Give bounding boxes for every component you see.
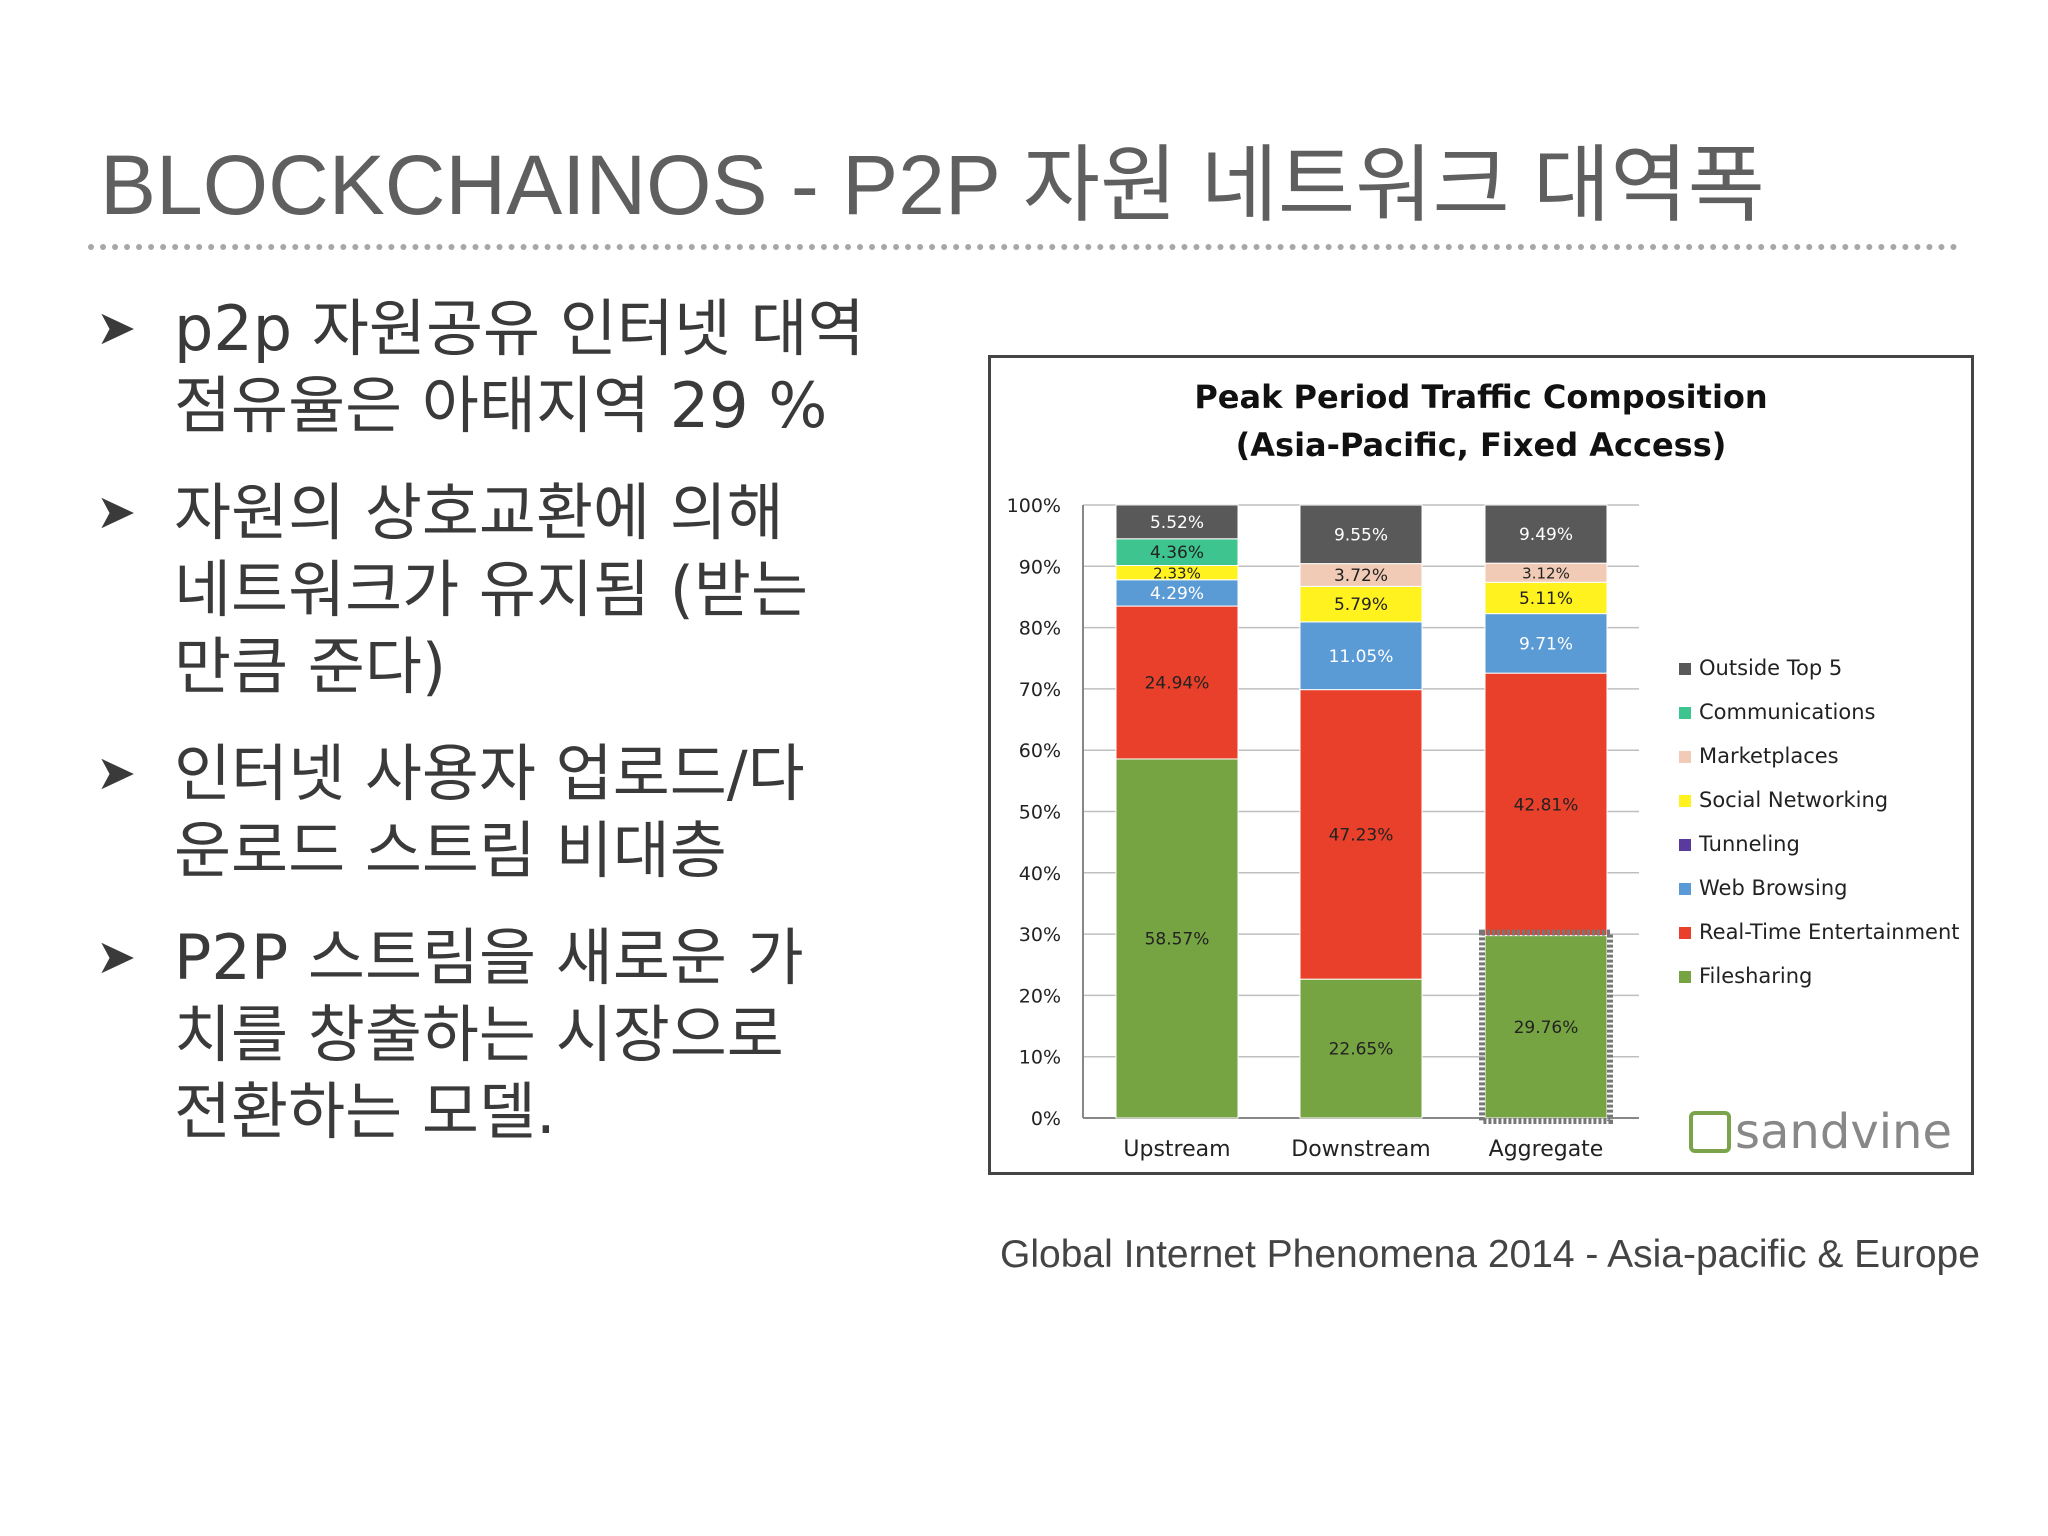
- legend-swatch: [1679, 795, 1691, 807]
- data-label: 3.72%: [1334, 566, 1388, 586]
- bullet-line: p2p 자원공유 인터넷 대역: [174, 292, 865, 365]
- data-label: 9.71%: [1519, 634, 1573, 654]
- legend-swatch: [1679, 663, 1691, 675]
- y-tick-label: 0%: [1031, 1108, 1061, 1130]
- arrow-bullet-icon: ➤: [96, 300, 137, 356]
- legend-swatch: [1679, 927, 1691, 939]
- bar-segment: [1299, 585, 1423, 623]
- bullet-line: 운로드 스트림 비대층: [174, 814, 727, 887]
- legend-label: Communications: [1699, 700, 1875, 724]
- chart-title: Peak Period Traffic Composition: [1194, 378, 1767, 416]
- data-label: 4.36%: [1150, 543, 1204, 563]
- legend-swatch: [1679, 751, 1691, 763]
- traffic-composition-chart: Peak Period Traffic Composition (Asia-Pac…: [1007, 378, 1960, 1162]
- y-tick-label: 40%: [1019, 863, 1061, 885]
- slide-title: BLOCKCHAINOS - P2P 자원 네트워크 대역폭: [100, 138, 1765, 232]
- y-tick-label: 90%: [1019, 556, 1061, 578]
- data-label: 9.55%: [1334, 525, 1388, 545]
- title-divider: [88, 244, 1958, 250]
- bullet-line: 자원의 상호교환에 의해: [174, 476, 784, 549]
- legend-label: Social Networking: [1699, 788, 1888, 812]
- y-tick-label: 100%: [1007, 495, 1061, 517]
- bar-segment: [1484, 504, 1608, 564]
- y-tick-label: 60%: [1019, 740, 1061, 762]
- bar-segment: [1484, 935, 1608, 1119]
- x-tick-label: Upstream: [1123, 1137, 1230, 1162]
- data-label: 42.81%: [1514, 795, 1579, 815]
- legend-swatch: [1679, 883, 1691, 895]
- bullet-line: 치를 창출하는 시장으로: [174, 998, 784, 1071]
- arrow-bullet-icon: ➤: [96, 745, 137, 801]
- bar-segment: [1484, 672, 1608, 937]
- data-label: 24.94%: [1145, 674, 1210, 694]
- bar-segment: [1299, 504, 1423, 565]
- arrow-bullet-icon: ➤: [96, 929, 137, 985]
- data-label: 11.05%: [1329, 647, 1394, 667]
- bar-segment: [1299, 978, 1423, 1119]
- chart-subtitle: (Asia-Pacific, Fixed Access): [1236, 426, 1727, 464]
- highlight-box: [1479, 929, 1613, 1125]
- bullet-line: 만큼 준다): [174, 630, 447, 703]
- bullet-item: ➤ P2P 스트림을 새로운 가 치를 창출하는 시장으로 전환하는 모델.: [96, 919, 956, 1150]
- y-tick-label: 20%: [1019, 985, 1061, 1007]
- data-label: 5.11%: [1519, 589, 1573, 609]
- legend-label: Tunneling: [1698, 832, 1800, 856]
- legend-swatch: [1679, 971, 1691, 983]
- x-tick-label: Downstream: [1291, 1137, 1430, 1162]
- y-tick-label: 70%: [1019, 679, 1061, 701]
- data-label: 9.49%: [1519, 525, 1573, 545]
- legend-label: Web Browsing: [1699, 876, 1847, 900]
- bullet-line: P2P 스트림을 새로운 가: [174, 921, 804, 994]
- chart-source-caption: Global Internet Phenomena 2014 - Asia-pa…: [1000, 1233, 1980, 1276]
- legend-swatch: [1679, 707, 1691, 719]
- legend-label: Outside Top 5: [1699, 656, 1842, 680]
- data-label: 3.12%: [1522, 565, 1570, 583]
- data-label: 22.65%: [1329, 1040, 1394, 1060]
- legend-label: Real-Time Entertainment: [1699, 920, 1960, 944]
- bar-segment: [1299, 621, 1423, 691]
- y-tick-label: 80%: [1019, 618, 1061, 640]
- x-tick-label: Aggregate: [1489, 1137, 1604, 1162]
- bullet-item: ➤ 인터넷 사용자 업로드/다 운로드 스트림 비대층: [96, 735, 956, 889]
- legend-swatch: [1679, 839, 1691, 851]
- bullet-list: ➤ p2p 자원공유 인터넷 대역 점유율은 아태지역 29 % ➤ 자원의 상…: [96, 290, 956, 1180]
- bullet-item: ➤ 자원의 상호교환에 의해 네트워크가 유지됨 (받는 만큼 준다): [96, 474, 956, 705]
- y-tick-label: 50%: [1019, 802, 1061, 824]
- y-tick-label: 30%: [1019, 924, 1061, 946]
- sandvine-logo-text: sandvine: [1735, 1104, 1952, 1160]
- legend-label: Filesharing: [1699, 964, 1812, 988]
- bullet-item: ➤ p2p 자원공유 인터넷 대역 점유율은 아태지역 29 %: [96, 290, 956, 444]
- data-label: 47.23%: [1329, 825, 1394, 845]
- sandvine-logo-icon: [1689, 1111, 1731, 1153]
- legend-label: Marketplaces: [1699, 744, 1839, 768]
- bar-segment: [1484, 613, 1608, 674]
- bar-segment: [1115, 758, 1239, 1119]
- bar-segment: [1115, 504, 1239, 540]
- data-label: 29.76%: [1514, 1018, 1579, 1038]
- arrow-bullet-icon: ➤: [96, 484, 137, 540]
- chart-frame: Peak Period Traffic Composition (Asia-Pac…: [988, 355, 1974, 1175]
- bullet-line: 네트워크가 유지됨 (받는: [174, 553, 809, 626]
- data-label: 4.29%: [1150, 584, 1204, 604]
- bullet-line: 인터넷 사용자 업로드/다: [174, 737, 805, 810]
- data-label: 2.33%: [1153, 565, 1201, 583]
- bullet-line: 전환하는 모델.: [174, 1075, 556, 1148]
- data-label: 58.57%: [1145, 929, 1210, 949]
- data-label: 5.52%: [1150, 513, 1204, 533]
- y-tick-label: 10%: [1019, 1047, 1061, 1069]
- bar-segment: [1299, 689, 1423, 980]
- bullet-line: 점유율은 아태지역 29 %: [174, 369, 828, 442]
- bar-segment: [1115, 605, 1239, 760]
- data-label: 5.79%: [1334, 595, 1388, 615]
